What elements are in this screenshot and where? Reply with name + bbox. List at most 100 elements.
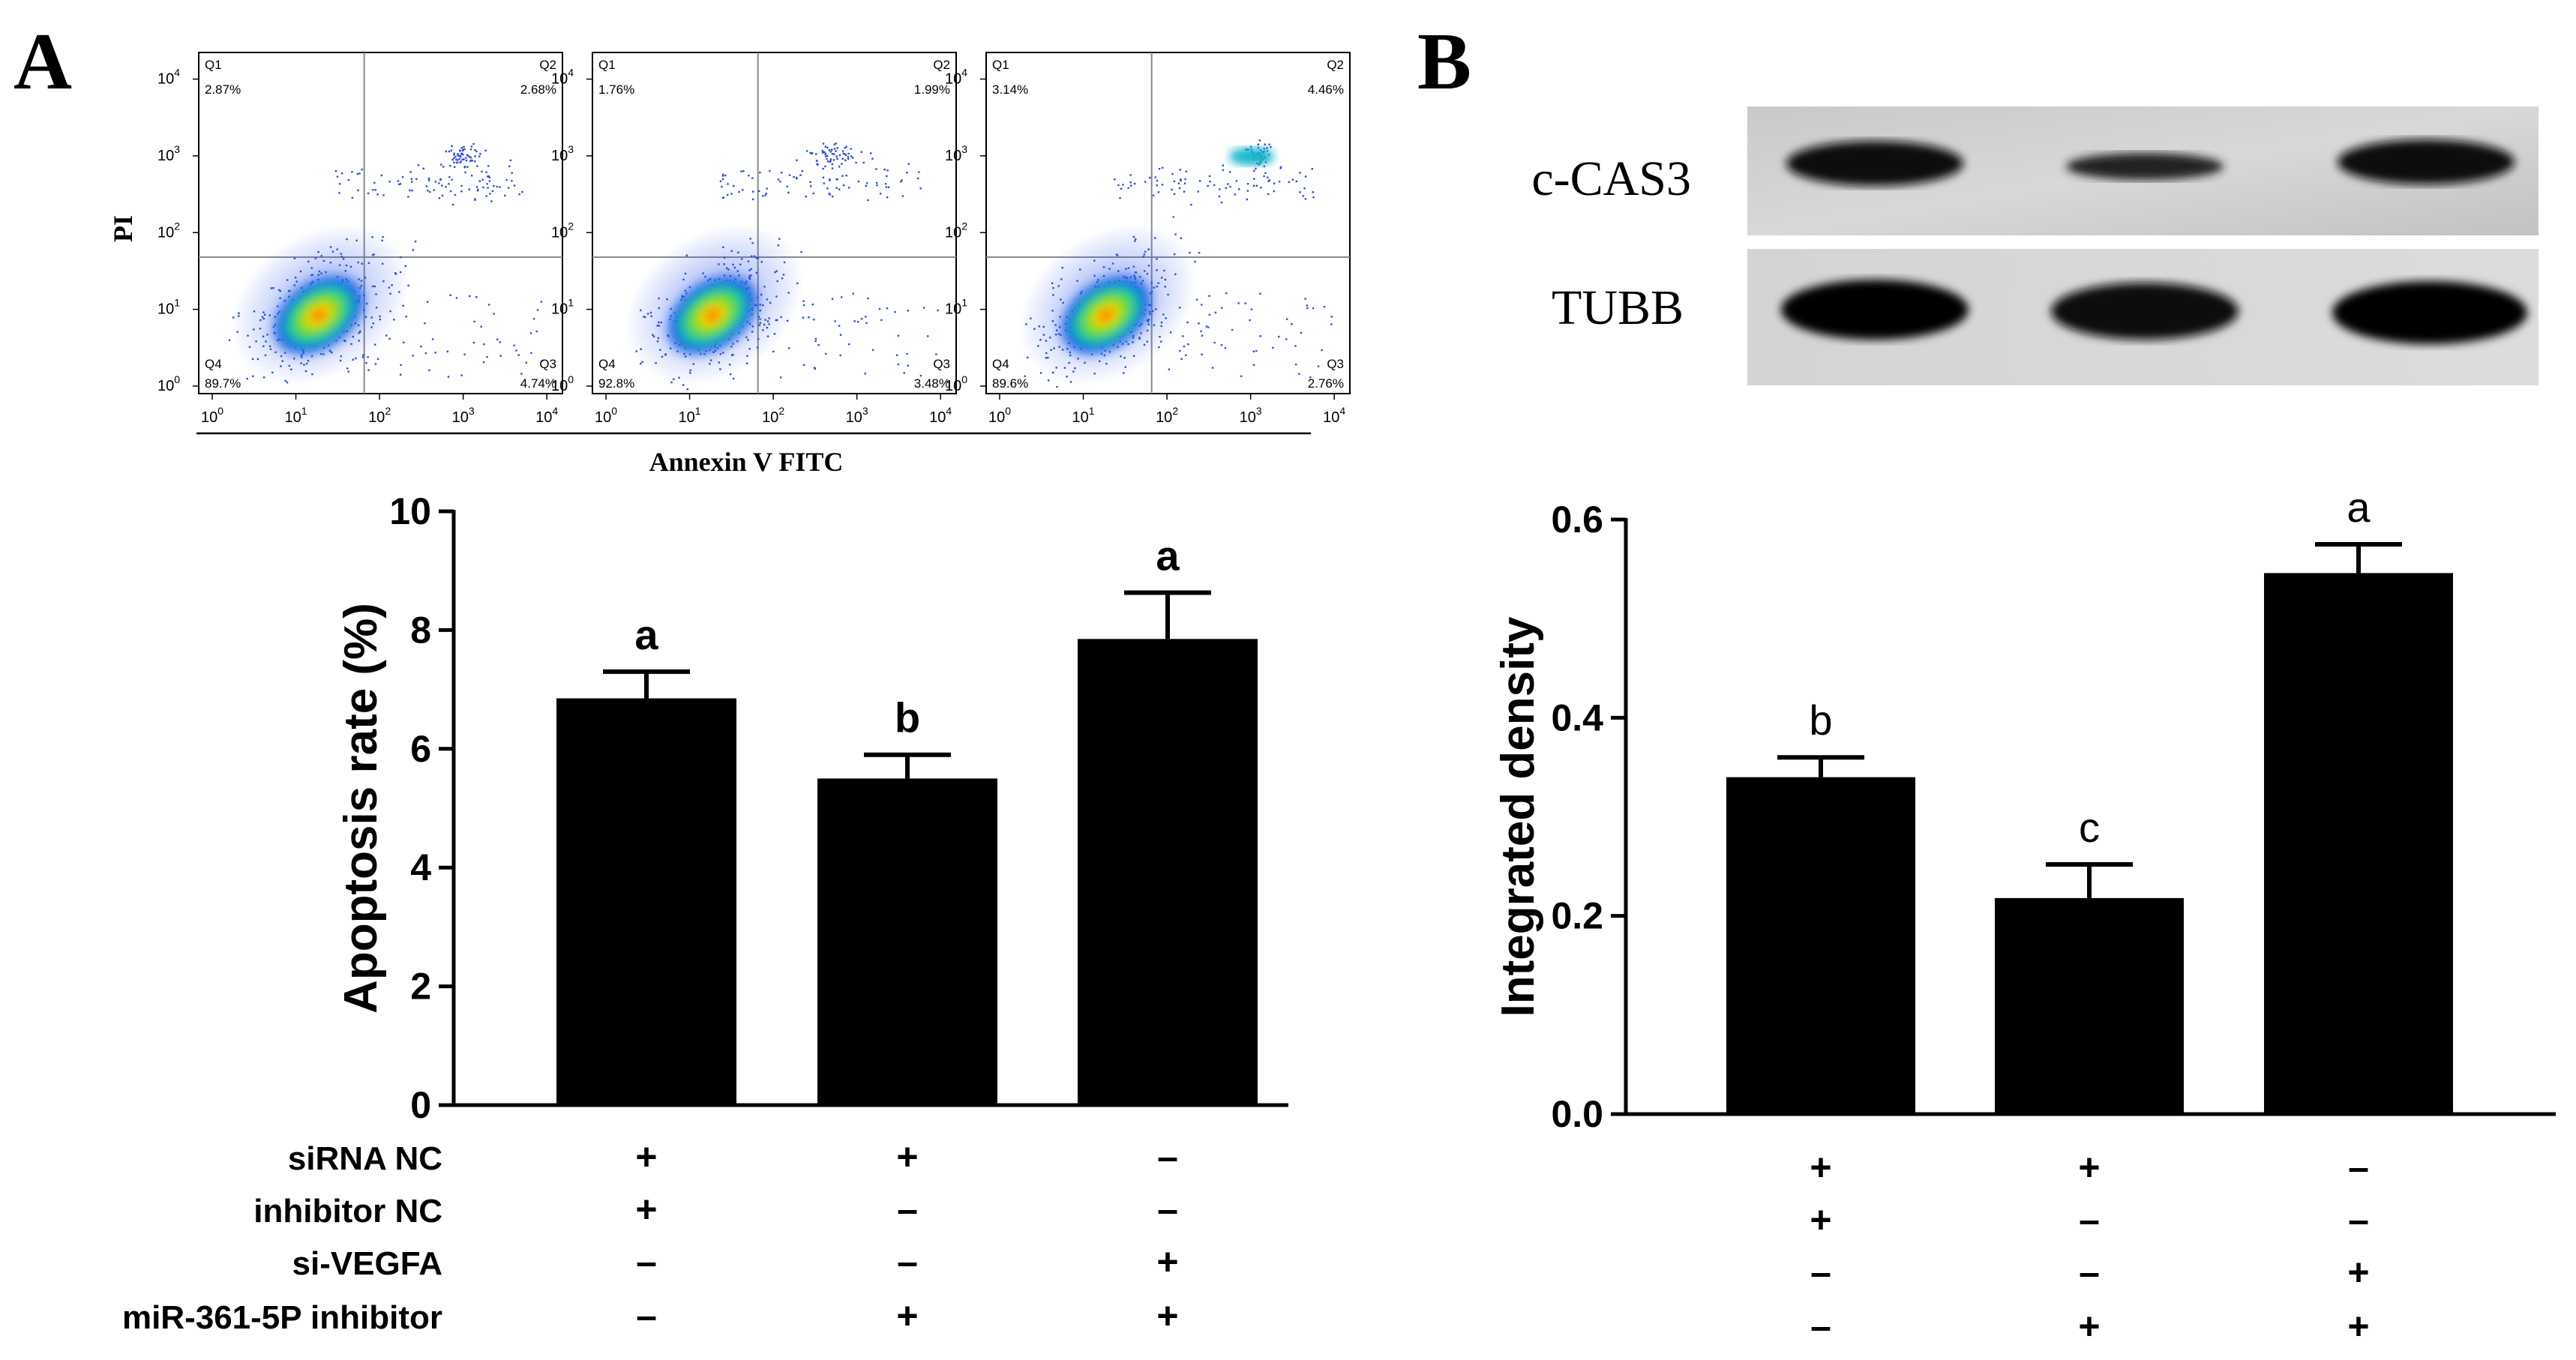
tick-exponent: 1 [1089, 405, 1095, 417]
event-dot [786, 319, 789, 322]
y-axis-title: Integrated density [1492, 616, 1544, 1017]
event-dot [306, 362, 308, 365]
event-dot [1155, 308, 1157, 310]
event-dot [738, 190, 740, 193]
event-dot [1056, 329, 1058, 331]
event-dot [739, 263, 742, 265]
event-dot [1144, 270, 1146, 272]
event-dot [894, 311, 896, 313]
event-dot [1038, 325, 1040, 328]
event-dot [1115, 253, 1118, 256]
tick-exponent: 0 [611, 405, 617, 417]
event-dot [896, 354, 898, 356]
event-dot [1129, 174, 1132, 176]
event-dot [1304, 175, 1307, 178]
event-dot [1298, 373, 1300, 375]
event-dot [488, 180, 490, 182]
event-dot [742, 189, 744, 191]
event-dot [469, 148, 472, 151]
tick-base: 10 [535, 409, 552, 426]
tick-base: 10 [285, 409, 301, 426]
event-dot [1317, 365, 1320, 367]
event-dot [238, 315, 240, 317]
event-dot [778, 238, 781, 240]
event-dot [504, 194, 506, 197]
q4-name: Q4 [598, 357, 616, 371]
event-dot [428, 369, 430, 371]
event-dot [521, 190, 523, 193]
event-dot [1171, 172, 1174, 175]
event-dot [660, 321, 662, 324]
event-dot [835, 155, 838, 157]
event-dot [259, 328, 262, 330]
event-dot [658, 297, 660, 300]
event-dot [449, 165, 451, 167]
sign-panel-b: – [2079, 1199, 2100, 1241]
event-dot [848, 343, 850, 346]
y-tick-label: 104 [945, 67, 967, 88]
event-dot [349, 265, 352, 268]
event-dot [248, 346, 251, 349]
event-dot [1257, 147, 1260, 149]
event-dot [400, 364, 402, 366]
event-dot [1200, 330, 1202, 332]
event-dot [643, 316, 645, 318]
event-dot [398, 183, 400, 186]
event-dot [357, 189, 359, 192]
event-dot [1047, 356, 1049, 359]
event-dot [865, 322, 868, 325]
event-dot [463, 148, 466, 151]
event-dot [1219, 188, 1221, 190]
event-dot [290, 368, 292, 370]
event-dot [656, 325, 658, 327]
event-dot [440, 163, 442, 166]
event-dot [751, 242, 754, 244]
event-dot [1255, 349, 1258, 352]
event-dot [441, 184, 443, 187]
event-dot [358, 340, 360, 342]
event-dot [745, 362, 748, 364]
event-dot [470, 145, 473, 148]
event-dot [1150, 282, 1153, 284]
event-dot [844, 153, 846, 155]
event-dot [451, 203, 454, 206]
y-axis-title: Apoptosis rate (%) [335, 603, 387, 1014]
event-dot [288, 364, 291, 367]
sign-panel-a: – [1157, 1136, 1178, 1178]
event-dot [927, 335, 929, 337]
event-dot [1238, 188, 1240, 190]
event-dot [1058, 346, 1060, 348]
event-dot [747, 260, 750, 262]
event-dot [399, 183, 402, 185]
event-dot [478, 155, 481, 157]
event-dot [289, 289, 291, 292]
tick-base: 10 [157, 224, 174, 241]
event-dot [1278, 335, 1280, 338]
event-dot [850, 148, 852, 150]
q2-percent: 1.99% [914, 82, 950, 97]
event-dot [397, 180, 400, 182]
event-dot [1185, 170, 1187, 172]
event-dot [345, 264, 348, 267]
event-dot [401, 175, 404, 178]
event-dot [262, 345, 265, 347]
tick-exponent: 2 [174, 220, 180, 232]
q2-percent: 4.46% [1308, 82, 1344, 97]
event-dot [650, 315, 652, 318]
event-dot [344, 270, 346, 272]
event-dot [748, 274, 751, 277]
event-dot [1201, 353, 1203, 355]
event-dot [477, 188, 479, 191]
event-dot [737, 251, 739, 253]
event-dot [655, 362, 657, 364]
event-dot [338, 183, 341, 185]
flow-plot-1: Q12.87%Q22.68%Q489.7%Q34.74%100100101101… [157, 52, 563, 426]
treatment-table: siRNA NC inhibitor NC si-VEGFA miR-361-5P i… [122, 1136, 2370, 1347]
event-dot [1066, 376, 1068, 378]
event-dot [379, 318, 381, 321]
event-dot [391, 284, 393, 286]
bar-3 [2264, 573, 2453, 1114]
event-dot [451, 145, 453, 147]
event-dot [331, 250, 334, 253]
event-dot [459, 154, 461, 157]
